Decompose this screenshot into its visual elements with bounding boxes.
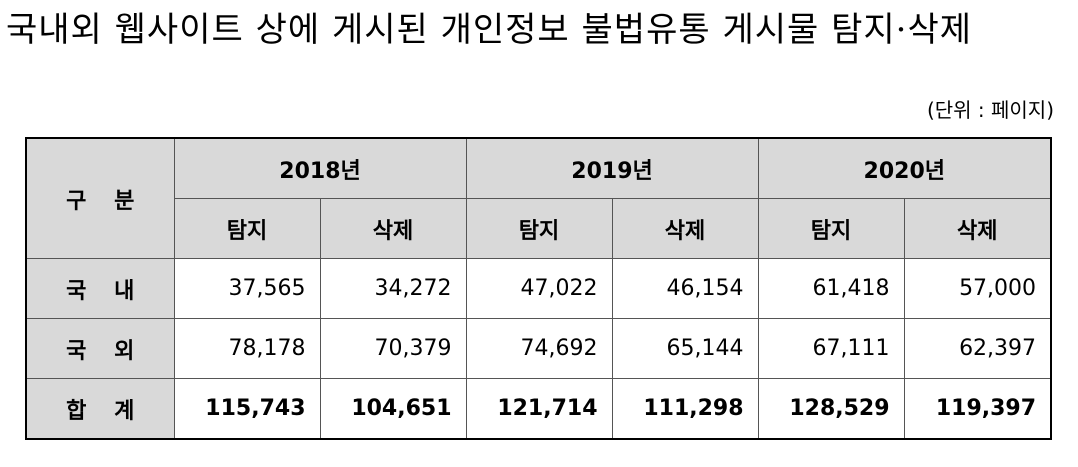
table-cell: 111,298 xyxy=(611,378,759,440)
table-cell: 70,379 xyxy=(319,318,467,379)
table-cell: 34,272 xyxy=(319,258,467,319)
table-row-domestic: 국 내 37,565 34,272 47,022 46,154 61,418 5… xyxy=(25,258,1052,319)
page-title: 국내외 웹사이트 상에 게시된 개인정보 불법유통 게시물 탐지·삭제 xyxy=(6,10,973,50)
row-label: 합 계 xyxy=(25,378,175,440)
table-cell: 74,692 xyxy=(465,318,613,379)
unit-note: (단위 : 페이지) xyxy=(926,98,1054,122)
table-cell: 47,022 xyxy=(465,258,613,319)
table-row-total: 합 계 115,743 104,651 121,714 111,298 128,… xyxy=(25,378,1052,440)
subheader-detect: 탐지 xyxy=(173,198,321,259)
table-cell: 104,651 xyxy=(319,378,467,440)
table-cell: 67,111 xyxy=(757,318,905,379)
header-row-years: 구 분 2018년 2019년 2020년 xyxy=(25,137,1052,259)
header-row-subheaders: 탐지 삭제 탐지 삭제 탐지 삭제 xyxy=(26,198,1052,259)
year-header: 2018년 xyxy=(173,137,467,199)
table-cell: 119,397 xyxy=(903,378,1052,440)
subheader-detect: 탐지 xyxy=(757,198,905,259)
table-cell: 62,397 xyxy=(903,318,1052,379)
table-cell: 46,154 xyxy=(611,258,759,319)
year-header: 2019년 xyxy=(465,137,759,199)
table-cell: 78,178 xyxy=(173,318,321,379)
corner-header: 구 분 xyxy=(25,137,175,259)
table-cell: 115,743 xyxy=(173,378,321,440)
table-cell: 37,565 xyxy=(173,258,321,319)
table-cell: 128,529 xyxy=(757,378,905,440)
table-row-overseas: 국 외 78,178 70,379 74,692 65,144 67,111 6… xyxy=(25,318,1052,379)
row-label: 국 외 xyxy=(25,318,175,379)
subheader-delete: 삭제 xyxy=(903,198,1052,259)
table-cell: 65,144 xyxy=(611,318,759,379)
subheader-delete: 삭제 xyxy=(319,198,467,259)
year-header: 2020년 xyxy=(757,137,1052,199)
statistics-table: 구 분 2018년 2019년 2020년 탐지 삭제 탐지 삭제 탐지 삭제 … xyxy=(25,137,1053,440)
table-cell: 61,418 xyxy=(757,258,905,319)
subheader-delete: 삭제 xyxy=(611,198,759,259)
table-cell: 57,000 xyxy=(903,258,1052,319)
table-cell: 121,714 xyxy=(465,378,613,440)
subheader-detect: 탐지 xyxy=(465,198,613,259)
row-label: 국 내 xyxy=(25,258,175,319)
